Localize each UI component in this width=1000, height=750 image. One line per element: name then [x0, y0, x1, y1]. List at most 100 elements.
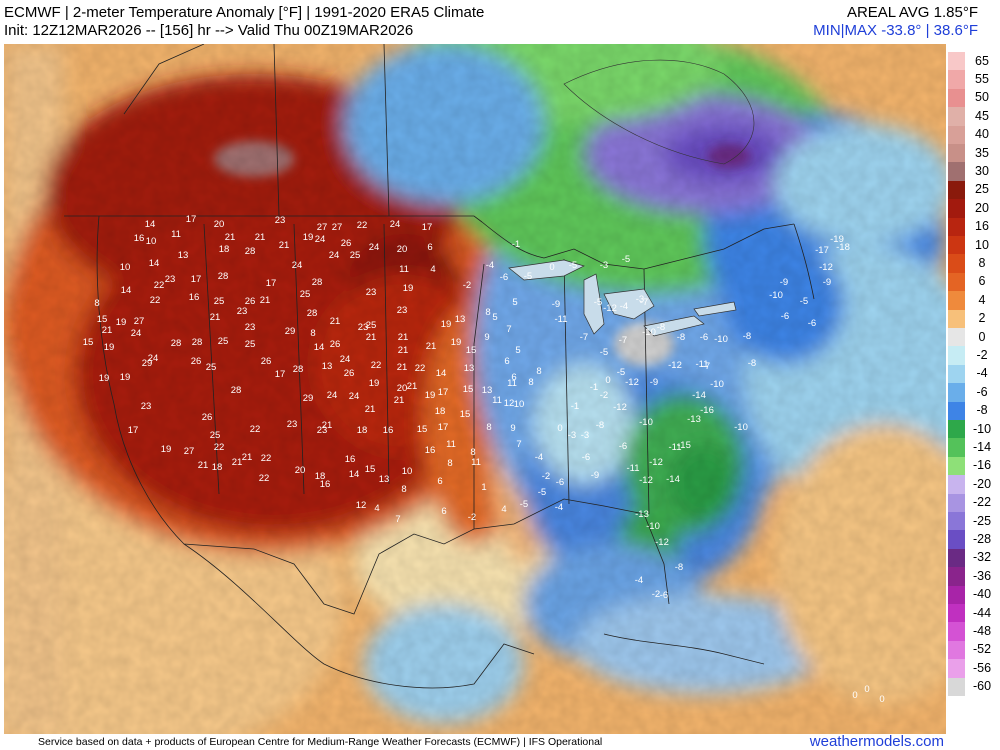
station-anomaly-value: 25: [210, 430, 221, 441]
colorbar-label: -22: [972, 495, 992, 510]
station-anomaly-value: -1: [571, 401, 579, 412]
station-anomaly-value: 23: [237, 306, 248, 317]
colorbar-swatch: [948, 659, 965, 679]
station-anomaly-value: 11: [399, 264, 409, 275]
station-anomaly-value: 17: [266, 278, 277, 289]
station-anomaly-value: -11: [554, 314, 567, 325]
station-anomaly-value: -10: [769, 290, 783, 301]
station-anomaly-value: 1: [481, 482, 486, 493]
station-anomaly-value: -2: [600, 390, 608, 401]
colorbar-label: -25: [972, 513, 992, 528]
station-anomaly-value: -5: [569, 260, 577, 271]
station-anomaly-value: 18: [435, 406, 446, 417]
station-anomaly-value: 17: [191, 274, 202, 285]
station-anomaly-value: 19: [451, 337, 462, 348]
station-anomaly-value: -4: [620, 301, 628, 312]
colorbar-label: 0: [978, 329, 986, 344]
station-anomaly-value: 21: [407, 381, 418, 392]
station-anomaly-value: 7: [506, 324, 511, 335]
colorbar-label: -20: [972, 476, 992, 491]
station-anomaly-value: 23: [317, 425, 328, 436]
station-anomaly-value: 28: [218, 271, 229, 282]
station-anomaly-value: -6: [700, 332, 708, 343]
station-anomaly-value: 21: [260, 295, 271, 306]
colorbar-label: -10: [972, 421, 992, 436]
station-anomaly-value: 23: [165, 274, 176, 285]
station-anomaly-value: 8: [94, 298, 99, 309]
data-credit: Service based on data + products of Euro…: [38, 736, 603, 748]
station-anomaly-value: 8: [470, 447, 475, 458]
station-anomaly-value: -7: [640, 297, 648, 308]
station-anomaly-value: 28: [245, 246, 256, 257]
station-anomaly-value: 0: [549, 262, 554, 273]
station-anomaly-value: 16: [189, 292, 200, 303]
station-anomaly-value: -19: [830, 234, 844, 245]
station-anomaly-value: -12: [819, 262, 833, 273]
station-anomaly-value: -8: [743, 331, 751, 342]
init-valid-time: Init: 12Z12MAR2026 -- [156] hr --> Valid…: [4, 22, 414, 39]
colorbar-label: -52: [972, 642, 992, 657]
colorbar-swatch: [948, 456, 965, 476]
station-anomaly-value: 6: [511, 372, 516, 383]
station-anomaly-value: 20: [397, 383, 408, 394]
site-link[interactable]: weathermodels.com: [809, 733, 944, 750]
station-anomaly-value: 7: [395, 514, 400, 525]
colorbar-label: -56: [972, 660, 992, 675]
station-anomaly-value: 21: [365, 404, 376, 415]
station-anomaly-value: -12: [603, 303, 617, 314]
station-anomaly-value: 27: [184, 446, 195, 457]
station-anomaly-value: 17: [186, 214, 197, 225]
station-anomaly-value: 21: [232, 457, 243, 468]
station-anomaly-value: -13: [687, 414, 701, 425]
station-anomaly-value: 15: [466, 345, 477, 356]
station-anomaly-value: 11: [492, 395, 502, 406]
station-anomaly-value: 10: [514, 399, 525, 410]
station-anomaly-value: -8: [677, 332, 685, 343]
station-anomaly-value: -10: [714, 334, 728, 345]
colorbar-swatch: [948, 309, 965, 329]
station-anomaly-value: 22: [357, 220, 368, 231]
colorbar-swatch: [948, 144, 965, 163]
colorbar-label: -36: [972, 568, 992, 583]
station-anomaly-value: -12: [655, 537, 669, 548]
station-anomaly-value: 11: [471, 457, 481, 468]
station-anomaly-value: 8: [528, 377, 533, 388]
station-anomaly-value: 27: [317, 222, 328, 233]
station-anomaly-value: 13: [379, 474, 390, 485]
station-anomaly-value: 25: [214, 296, 225, 307]
station-anomaly-value: 5: [515, 345, 520, 356]
station-anomaly-value: -13: [635, 509, 649, 520]
colorbar-label: -48: [972, 623, 992, 638]
colorbar-swatch: [948, 677, 965, 697]
station-anomaly-value: 23: [366, 287, 377, 298]
colorbar-swatch: [948, 640, 965, 660]
station-anomaly-value: 21: [225, 232, 236, 243]
colorbar-swatch: [948, 420, 965, 439]
colorbar-swatch: [948, 52, 965, 71]
station-anomaly-value: 0: [557, 423, 562, 434]
station-anomaly-value: 15: [97, 314, 108, 325]
colorbar-label: -32: [972, 550, 992, 565]
station-anomaly-value: -18: [836, 242, 850, 253]
station-anomaly-value: -4: [535, 452, 543, 463]
hudson-bay-outline: [563, 59, 755, 165]
station-anomaly-value: -3: [600, 260, 608, 271]
station-anomaly-value: -3: [636, 294, 644, 305]
station-anomaly-value: 27: [332, 222, 343, 233]
station-anomaly-value: 15: [463, 384, 474, 395]
station-anomaly-value: 4: [430, 264, 435, 275]
station-anomaly-value: 28: [293, 364, 304, 375]
station-anomaly-value: -15: [677, 440, 691, 451]
station-anomaly-value: 23: [245, 322, 256, 333]
colorbar-swatch: [948, 199, 965, 219]
station-anomaly-value: 25: [218, 336, 229, 347]
station-anomaly-value: -8: [657, 322, 665, 333]
temperature-anomaly-map[interactable]: 14 17 20 23 27 27 22 24 17 16 10 11 21 21 19 24 26 24 20 6 1…: [4, 44, 946, 734]
station-anomaly-value: 21: [366, 332, 377, 343]
station-anomaly-value: 8: [486, 422, 491, 433]
colorbar-swatch: [948, 364, 965, 384]
station-anomaly-value: -14: [666, 474, 680, 485]
station-anomaly-value: -4: [486, 260, 494, 271]
station-anomaly-value: -5: [524, 271, 532, 282]
